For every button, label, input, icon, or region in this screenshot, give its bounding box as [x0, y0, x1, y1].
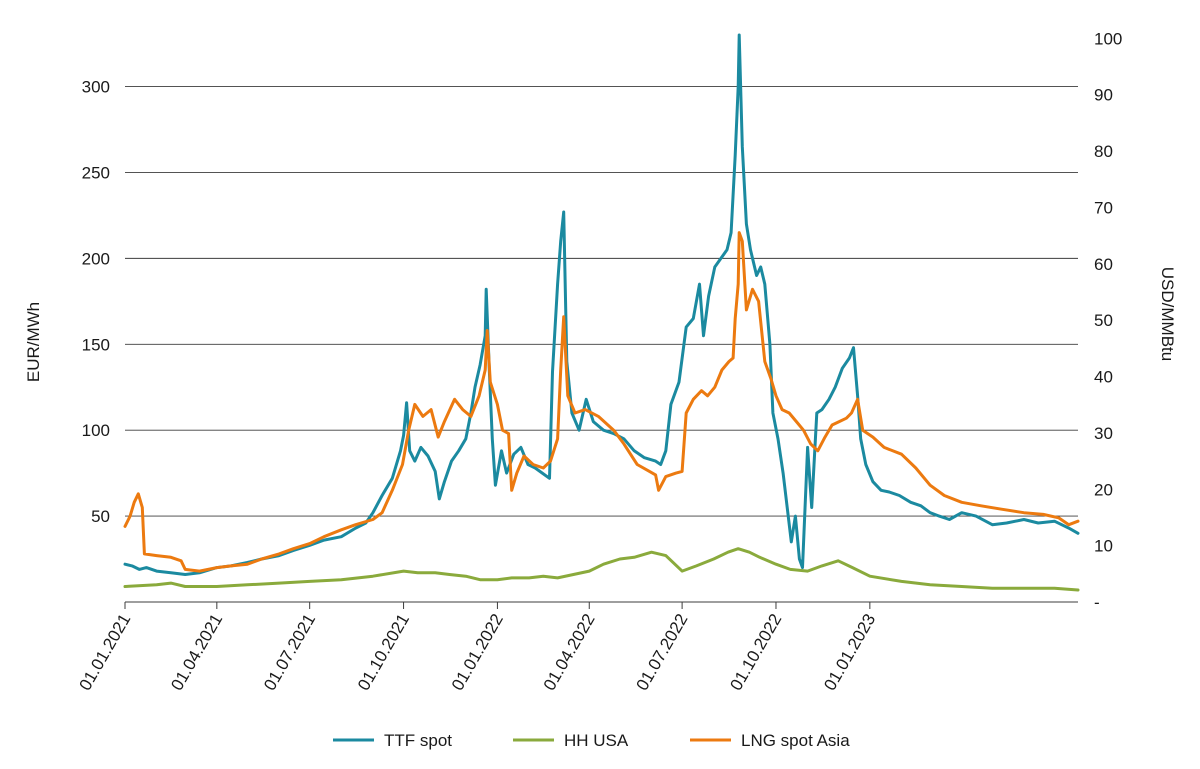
gridlines — [125, 87, 1078, 517]
x-tick-label-01-01-2023: 01.01.2023 — [820, 611, 879, 694]
chart-container: 50 100 150 200 250 300 - 10 20 30 40 50 60 70 80 90 100… — [0, 0, 1200, 769]
legend: TTF spot HH USA LNG spot Asia — [333, 731, 850, 750]
right-tick-label-10: 10 — [1094, 537, 1113, 556]
right-tick-label-70: 70 — [1094, 198, 1113, 217]
left-y-axis-title: EUR/MWh — [24, 302, 43, 382]
right-tick-label-90: 90 — [1094, 86, 1113, 105]
x-axis-tick-labels: 01.01.2021 01.04.2021 01.07.2021 01.10.2021… — [75, 611, 879, 694]
legend-label-hh-usa: HH USA — [564, 731, 629, 750]
line-chart: 50 100 150 200 250 300 - 10 20 30 40 50 60 70 80 90 100… — [0, 0, 1200, 769]
right-tick-label-40: 40 — [1094, 368, 1113, 387]
right-tick-label-30: 30 — [1094, 424, 1113, 443]
x-tick-label-01-10-2021: 01.10.2021 — [354, 611, 413, 694]
right-tick-label-80: 80 — [1094, 142, 1113, 161]
right-tick-label-20: 20 — [1094, 480, 1113, 499]
series-line-hh-usa — [125, 549, 1078, 590]
x-tick-label-01-07-2022: 01.07.2022 — [633, 611, 692, 694]
left-tick-label-250: 250 — [82, 163, 110, 182]
legend-label-lng-spot-asia: LNG spot Asia — [741, 731, 850, 750]
left-tick-label-100: 100 — [82, 421, 110, 440]
right-tick-label-100: 100 — [1094, 29, 1122, 48]
left-y-axis-tick-labels: 50 100 150 200 250 300 — [82, 78, 110, 527]
right-tick-label-60: 60 — [1094, 255, 1113, 274]
legend-item-lng-spot-asia: LNG spot Asia — [690, 731, 850, 750]
x-tick-label-01-07-2021: 01.07.2021 — [260, 611, 319, 694]
left-tick-label-300: 300 — [82, 78, 110, 97]
x-tick-label-01-04-2021: 01.04.2021 — [167, 611, 226, 694]
left-tick-label-200: 200 — [82, 249, 110, 268]
right-y-axis-tick-labels: - 10 20 30 40 50 60 70 80 90 100 — [1094, 29, 1122, 612]
x-tick-label-01-10-2022: 01.10.2022 — [726, 611, 785, 694]
x-axis-tick-marks — [125, 602, 870, 609]
x-tick-label-01-04-2022: 01.04.2022 — [540, 611, 599, 694]
left-tick-label-50: 50 — [91, 507, 110, 526]
legend-item-hh-usa: HH USA — [513, 731, 629, 750]
right-y-axis-title: USD/MMBtu — [1158, 267, 1177, 361]
left-tick-label-150: 150 — [82, 335, 110, 354]
x-tick-label-01-01-2022: 01.01.2022 — [448, 611, 507, 694]
x-tick-label-01-01-2021: 01.01.2021 — [75, 611, 134, 694]
legend-item-ttf-spot: TTF spot — [333, 731, 452, 750]
right-tick-label-50: 50 — [1094, 311, 1113, 330]
right-tick-label-0: - — [1094, 593, 1100, 612]
legend-label-ttf-spot: TTF spot — [384, 731, 452, 750]
series-lines — [125, 35, 1078, 590]
series-line-ttf-spot — [125, 35, 1078, 575]
series-line-lng-spot-asia — [125, 233, 1078, 571]
